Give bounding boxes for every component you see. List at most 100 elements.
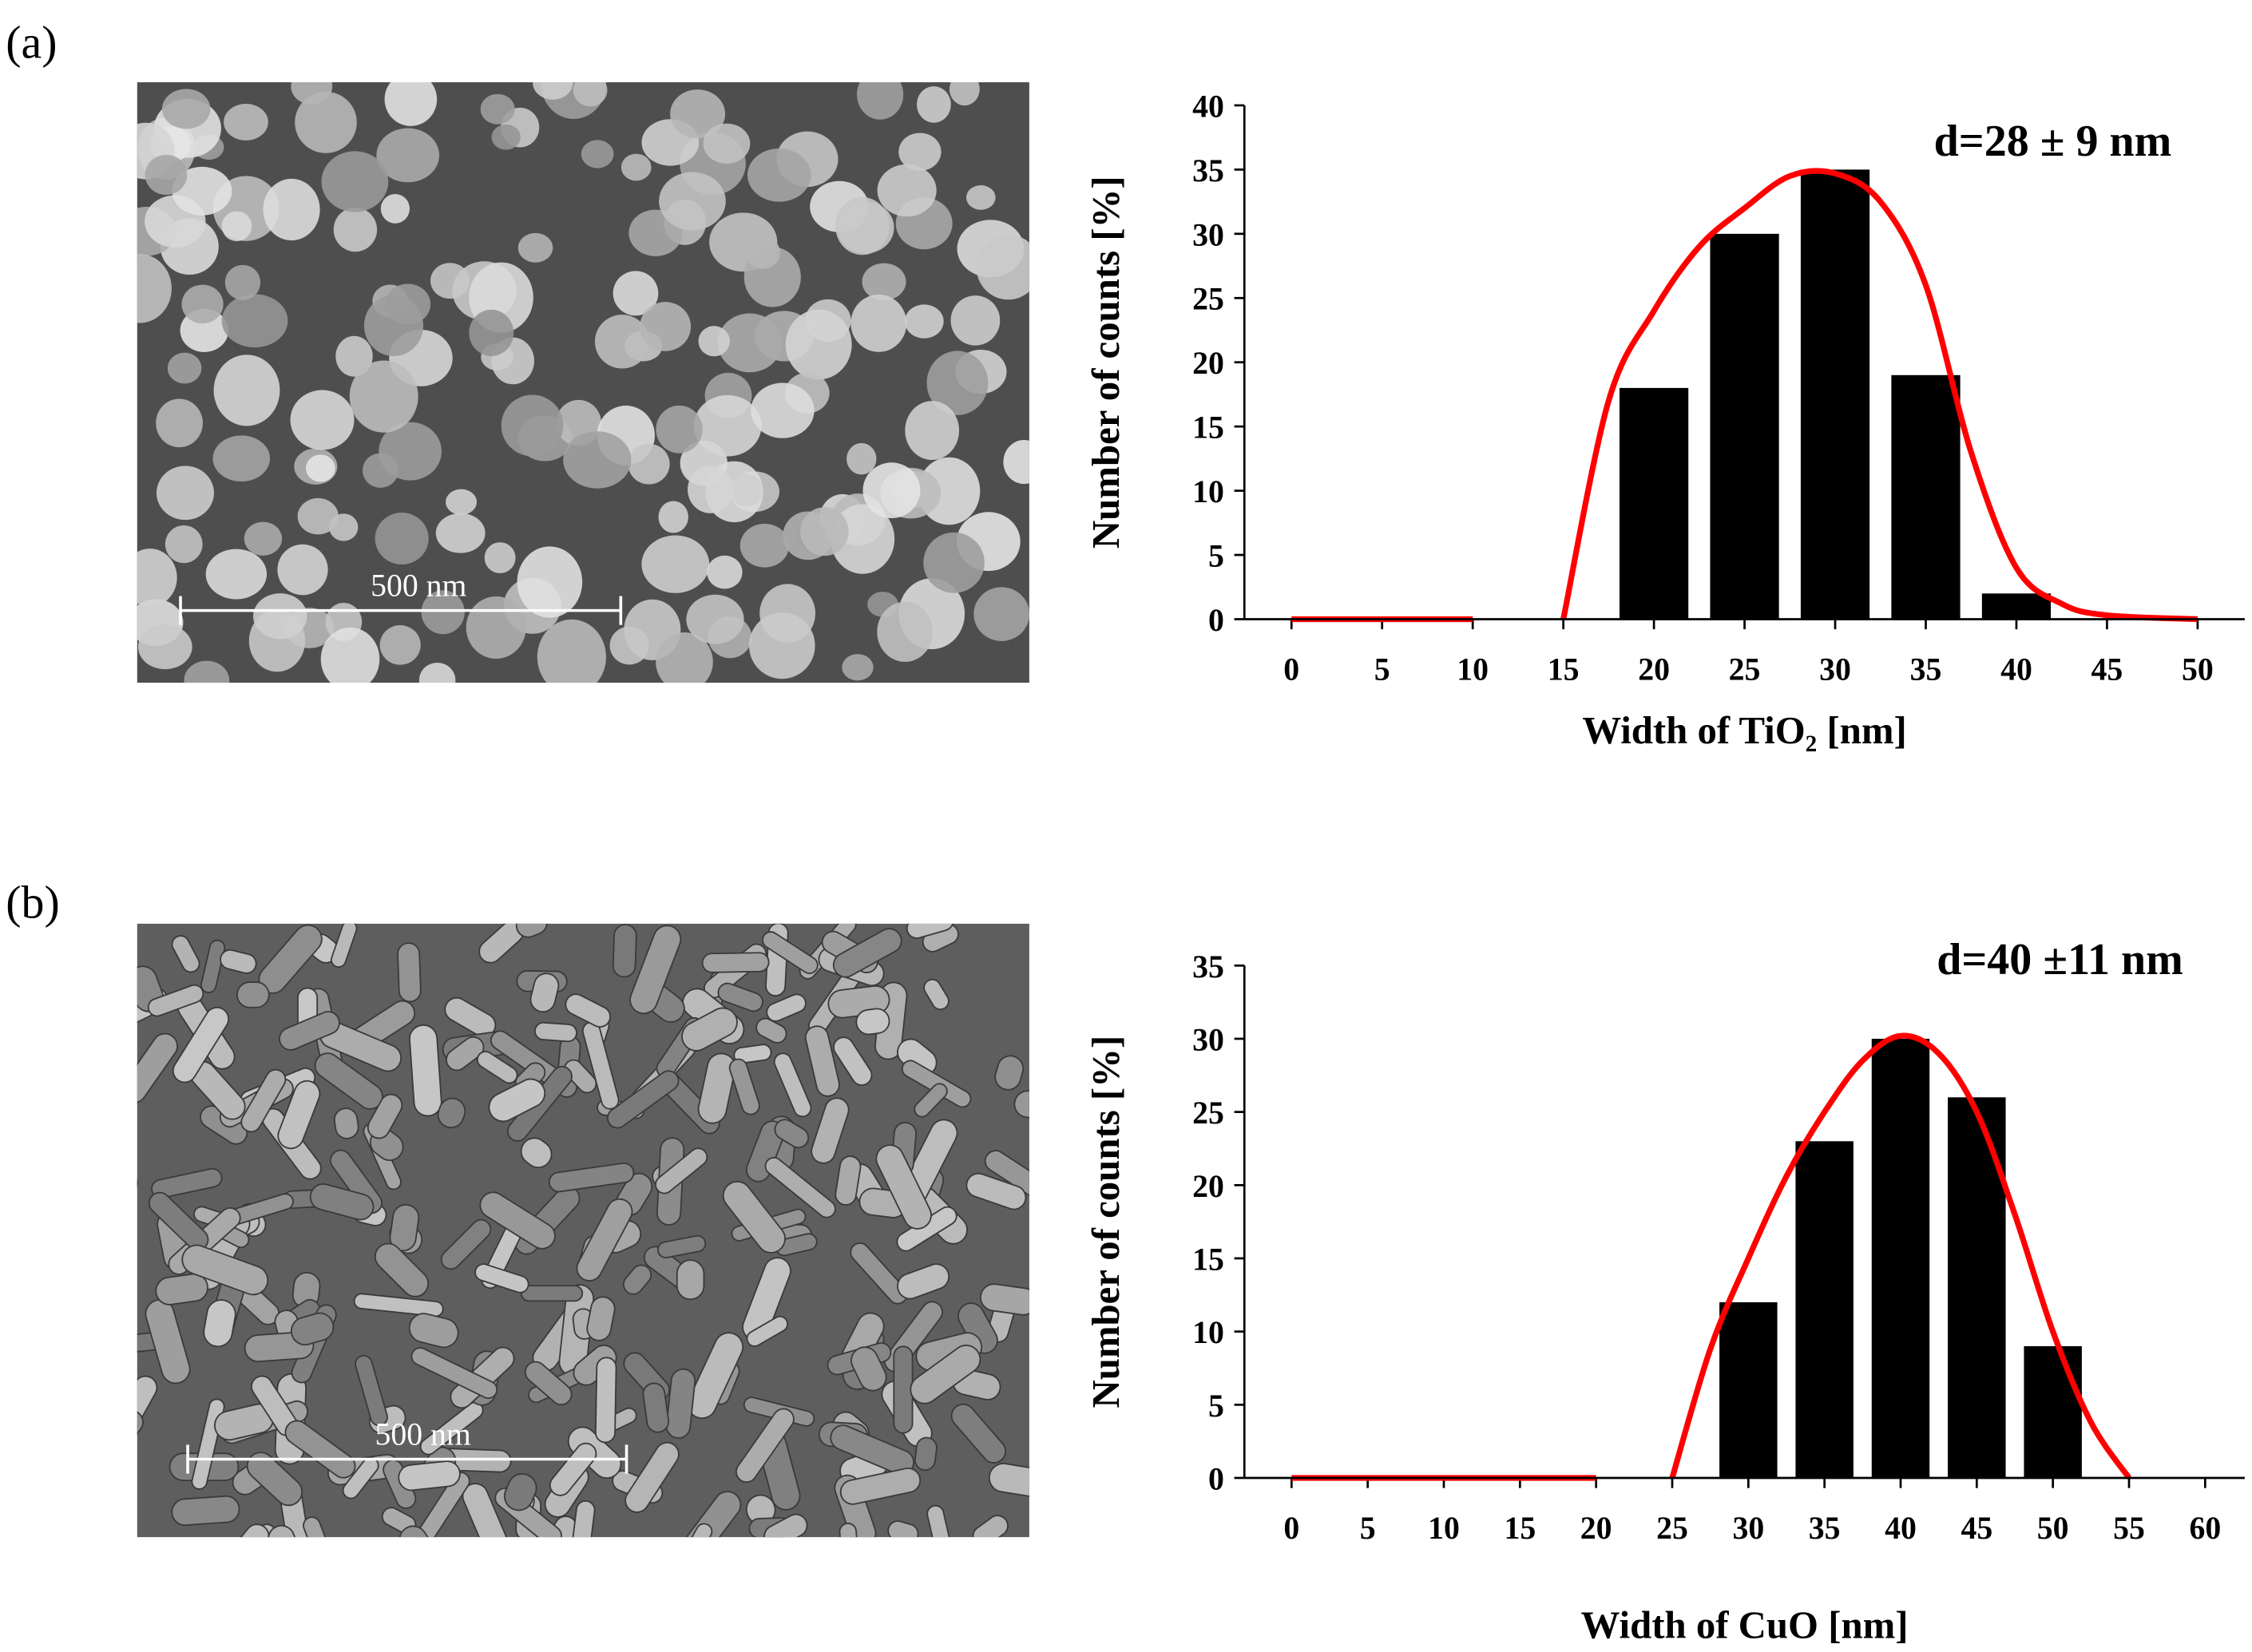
- particle: [171, 1495, 240, 1527]
- particle: [200, 939, 226, 993]
- annotation: d=40 ±11 nm: [1937, 935, 2183, 984]
- fit-curve: [1669, 1032, 2131, 1480]
- particle: [850, 1346, 887, 1392]
- particle: [846, 442, 877, 475]
- particle: [205, 549, 268, 600]
- particle: [446, 489, 478, 515]
- particle: [421, 590, 465, 635]
- particle: [563, 431, 632, 489]
- particle: [181, 1244, 269, 1296]
- panel-label: (a): [6, 16, 57, 68]
- particle: [832, 928, 902, 978]
- particle: [685, 1491, 742, 1538]
- particle: [137, 549, 177, 607]
- bar: [1981, 593, 2052, 620]
- particle: [305, 454, 335, 482]
- particle: [145, 1299, 191, 1385]
- x-tick-label: 40: [1885, 1511, 1917, 1546]
- particle: [581, 140, 614, 168]
- particle: [172, 1006, 230, 1084]
- particle: [972, 1515, 1009, 1538]
- particle: [488, 1078, 546, 1123]
- particle: [897, 1263, 950, 1300]
- particle: [549, 1442, 597, 1496]
- particle: [693, 394, 762, 457]
- particle: [244, 521, 283, 556]
- particle: [355, 1354, 388, 1427]
- particle: [263, 178, 320, 241]
- particle: [949, 82, 980, 106]
- y-tick-label: 15: [1192, 1242, 1224, 1277]
- particle: [785, 309, 852, 380]
- scale-bar-label: 500 nm: [371, 568, 466, 604]
- particle: [594, 1357, 617, 1444]
- particle: [167, 352, 202, 384]
- particle: [842, 654, 874, 681]
- particle: [156, 398, 203, 448]
- particle: [408, 1313, 459, 1349]
- particle: [417, 1472, 470, 1538]
- x-tick-label: 5: [1360, 1511, 1376, 1546]
- particle: [728, 1058, 760, 1115]
- particle: [137, 1409, 144, 1444]
- particle: [686, 594, 744, 644]
- particle: [984, 1150, 1029, 1198]
- particle: [137, 1032, 178, 1103]
- particle: [1013, 1090, 1029, 1121]
- particle: [446, 1036, 485, 1072]
- particle: [681, 1007, 738, 1052]
- bar: [1891, 374, 1961, 620]
- particle: [624, 1441, 680, 1513]
- particle: [766, 993, 807, 1022]
- particle: [565, 993, 611, 1028]
- particle: [642, 1382, 670, 1433]
- particle: [641, 535, 710, 593]
- particle: [640, 302, 692, 351]
- particle: [763, 1513, 808, 1538]
- particle: [665, 1368, 696, 1439]
- particle: [862, 263, 906, 301]
- particle: [980, 1283, 1029, 1316]
- x-tick-label: 25: [1729, 652, 1761, 687]
- particle: [379, 422, 442, 481]
- sem-particles: [137, 923, 1029, 1538]
- particle: [722, 1180, 786, 1254]
- particle: [384, 82, 438, 126]
- particle: [220, 949, 257, 974]
- x-tick-label: 45: [1961, 1511, 1992, 1546]
- particle: [398, 1460, 461, 1492]
- particle: [657, 1234, 707, 1259]
- y-tick-label: 25: [1192, 282, 1224, 317]
- particle: [474, 1263, 529, 1293]
- particle: [655, 1147, 708, 1194]
- particle: [855, 1008, 890, 1036]
- particle: [224, 264, 261, 300]
- y-tick-label: 30: [1192, 1022, 1224, 1057]
- particle: [137, 254, 172, 323]
- particle: [830, 1424, 914, 1476]
- y-tick-label: 5: [1208, 1389, 1224, 1424]
- y-tick-label: 20: [1192, 1169, 1224, 1204]
- x-axis-label: Width of TiO₂ [nm]: [1582, 709, 1906, 752]
- particle: [698, 326, 730, 357]
- particle: [850, 294, 907, 352]
- particle: [515, 923, 548, 938]
- x-tick-label: 35: [1910, 652, 1942, 687]
- particle: [398, 1525, 454, 1538]
- particle: [658, 501, 688, 533]
- particle: [172, 166, 232, 216]
- x-tick-label: 45: [2091, 652, 2123, 687]
- particle: [622, 1264, 652, 1295]
- panel-label: (b): [6, 877, 59, 929]
- x-tick-label: 35: [1809, 1511, 1841, 1546]
- particle: [277, 1080, 321, 1150]
- particle: [303, 1516, 335, 1538]
- particle: [517, 546, 583, 618]
- particle: [224, 103, 268, 141]
- particle: [573, 82, 608, 107]
- particle: [524, 1361, 573, 1406]
- x-tick-label: 15: [1548, 652, 1580, 687]
- x-tick-label: 10: [1457, 652, 1489, 687]
- particle: [628, 443, 670, 485]
